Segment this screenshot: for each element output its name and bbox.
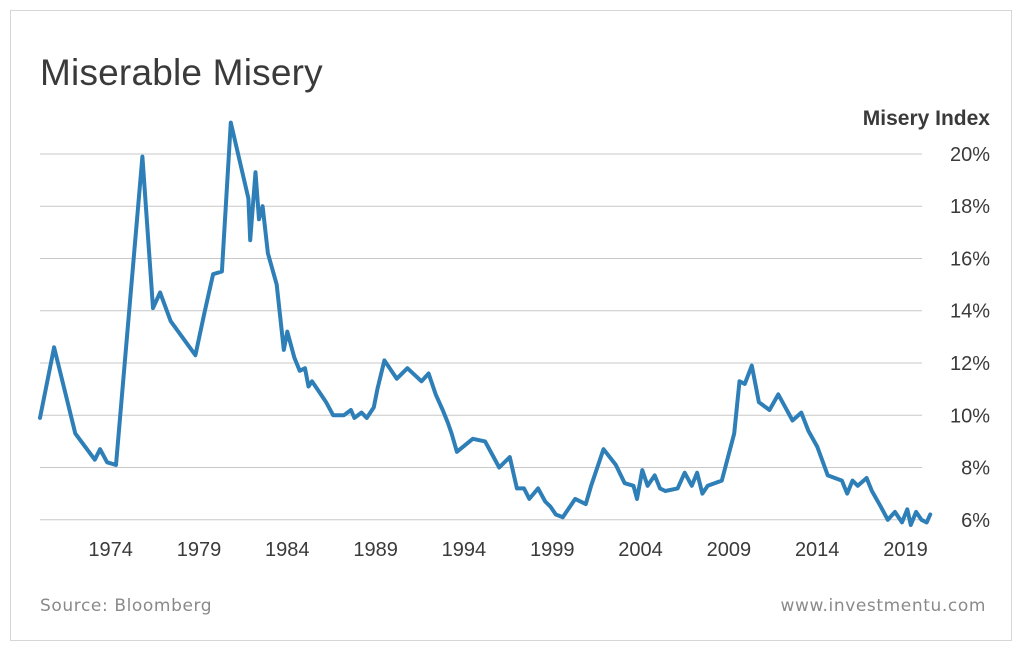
x-axis-ticks: 1974 1979 1984 1989 1994 1999 2004 2009 2014 2019 [88,539,927,561]
x-tick-label: 2009 [707,539,752,561]
x-tick-label: 1994 [442,539,487,561]
y-tick-label: 12% [950,353,990,375]
gridlines [40,153,922,521]
y-tick-label: 18% [950,196,990,218]
series-group [38,120,933,527]
y-tick-label: 14% [950,301,990,323]
y-axis-label: Misery Index [863,107,991,130]
x-tick-label: 2004 [618,539,663,561]
y-tick-label: 8% [961,458,990,480]
x-tick-label: 1979 [177,539,222,561]
y-tick-label: 6% [961,510,990,532]
chart-title: Miserable Misery [40,52,323,93]
y-tick-label: 20% [950,144,990,166]
chart-card [10,10,1012,641]
x-tick-label: 1974 [88,539,133,561]
x-tick-label: 2019 [883,539,928,561]
y-axis-ticks: 6% 8% 10% 12% 14% 16% 18% 20% [950,144,990,532]
series-line [38,120,933,527]
x-tick-label: 2014 [795,539,840,561]
x-tick-label: 1999 [530,539,575,561]
x-tick-label: 1989 [353,539,398,561]
y-tick-label: 10% [950,405,990,427]
y-tick-label: 16% [950,248,990,270]
source-note: Source: Bloomberg [40,596,213,616]
website-credit: www.investmentu.com [780,596,986,616]
x-tick-label: 1984 [265,539,310,561]
